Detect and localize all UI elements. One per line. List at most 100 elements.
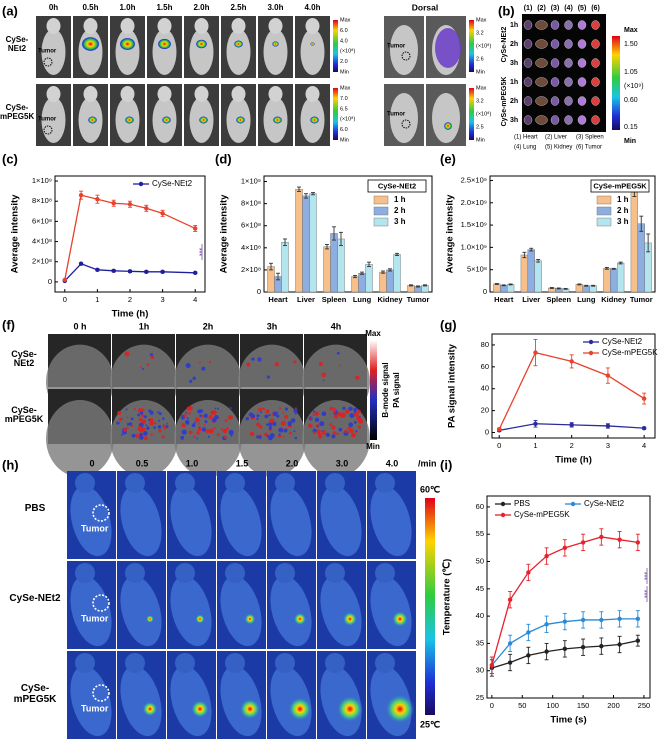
pa-signal: [245, 416, 250, 421]
time-label: 2.0h: [193, 3, 209, 12]
organ: [577, 115, 587, 125]
mouse-head: [231, 86, 246, 102]
bar: [582, 285, 590, 293]
pa-signal: [359, 421, 361, 424]
panel-label: (a): [2, 3, 18, 18]
mouse-body: [170, 665, 212, 737]
y-axis-label: Average intensity: [10, 194, 21, 274]
marker: [562, 646, 568, 652]
mouse-body: [220, 575, 262, 647]
organ: [535, 96, 548, 106]
time-label: 0.5h: [82, 3, 98, 12]
pa-signal: [278, 433, 281, 436]
fluorescence: [444, 122, 452, 130]
marker: [507, 597, 513, 602]
colorbar: [469, 20, 474, 72]
pa-signal: [355, 429, 358, 433]
pa-signal: [257, 357, 262, 362]
organ: [523, 20, 533, 30]
bar: [351, 276, 359, 293]
pa-signal: [284, 414, 289, 419]
y-tick-label: 0: [485, 428, 489, 437]
pa-signal: [318, 434, 323, 439]
organ: [564, 39, 573, 49]
y-tick-label: 55: [476, 529, 484, 538]
pa-signal: [208, 428, 214, 434]
panel-label: (b): [498, 3, 515, 18]
pa-signal: [137, 413, 141, 417]
pa-signal: [269, 419, 273, 423]
fluorescence: [157, 38, 172, 50]
mouse-head: [375, 653, 395, 673]
mouse-head: [46, 18, 61, 34]
pa-signal: [282, 412, 285, 415]
pa-signal: [357, 409, 361, 414]
pa-signal: [185, 362, 191, 369]
pa-signal: [348, 422, 354, 428]
bar: [493, 283, 501, 293]
organ: [591, 77, 600, 87]
pa-signal: [191, 423, 196, 428]
pa-signal: [188, 412, 191, 415]
marker: [160, 269, 165, 275]
bar: [386, 269, 394, 293]
pa-signal: [148, 418, 151, 421]
fluorescence: [310, 116, 319, 124]
legend-label: 2 h: [394, 206, 406, 215]
row-label: CySe-mPEG5K: [13, 683, 57, 705]
bar: [630, 190, 639, 293]
pa-signal: [146, 363, 150, 366]
mouse-body: [390, 25, 418, 75]
mouse-body: [115, 29, 140, 75]
x-tick-label: 2: [570, 441, 574, 450]
pa-signal: [131, 433, 136, 438]
mouse-head: [325, 473, 345, 493]
mouse-head: [83, 86, 98, 102]
fluorescence: [162, 116, 171, 124]
x-tick-label: 3: [161, 295, 165, 304]
pa-signal: [272, 421, 277, 427]
mouse-head: [175, 563, 195, 583]
legend-marker: [138, 181, 144, 187]
row-label: 3h: [510, 117, 518, 124]
heat-spot: [293, 612, 307, 626]
organ-image: [522, 14, 606, 132]
x-axis-label: Time (s): [550, 715, 586, 726]
pa-signal: [224, 419, 228, 423]
x-tick-label: 1: [533, 441, 537, 450]
x-tick-label: 0: [497, 441, 501, 450]
pa-signal: [135, 433, 140, 439]
bar: [534, 260, 542, 293]
organ-legend: (6) Tumor: [576, 145, 602, 151]
y-tick-label: 35: [476, 638, 484, 647]
line: [64, 194, 196, 281]
tumor-label: Tumor: [387, 44, 406, 50]
x-tick-label: Liver: [522, 295, 540, 304]
pa-signal: [268, 426, 273, 430]
pa-signal: [318, 361, 324, 367]
pa-signal: [199, 414, 202, 418]
pa-signal: [332, 431, 337, 435]
y-tick-label: 25: [476, 693, 484, 702]
pa-signal: [216, 433, 220, 437]
organ: [577, 39, 587, 49]
pa-signal: [353, 407, 358, 412]
organ: [577, 58, 587, 68]
pa-signal: [196, 431, 200, 435]
heat-spot: [385, 694, 415, 724]
legend-label: 3 h: [617, 217, 629, 226]
pa-signal: [333, 409, 337, 414]
pa-signal: [283, 428, 288, 433]
pa-signal: [351, 432, 356, 438]
row-label: CySe-NEt2: [9, 593, 61, 604]
column-label: (6): [591, 5, 600, 12]
organ: [523, 58, 533, 68]
colorbar-label: (×10⁸): [340, 116, 355, 123]
pa-signal: [251, 357, 255, 361]
mouse-body: [300, 29, 325, 75]
pa-signal: [193, 435, 196, 439]
pa-signal: [325, 432, 330, 438]
pa-signal: [120, 433, 123, 436]
y-tick-label: 40: [481, 384, 489, 393]
colorbar-label: 2.6: [476, 56, 484, 62]
